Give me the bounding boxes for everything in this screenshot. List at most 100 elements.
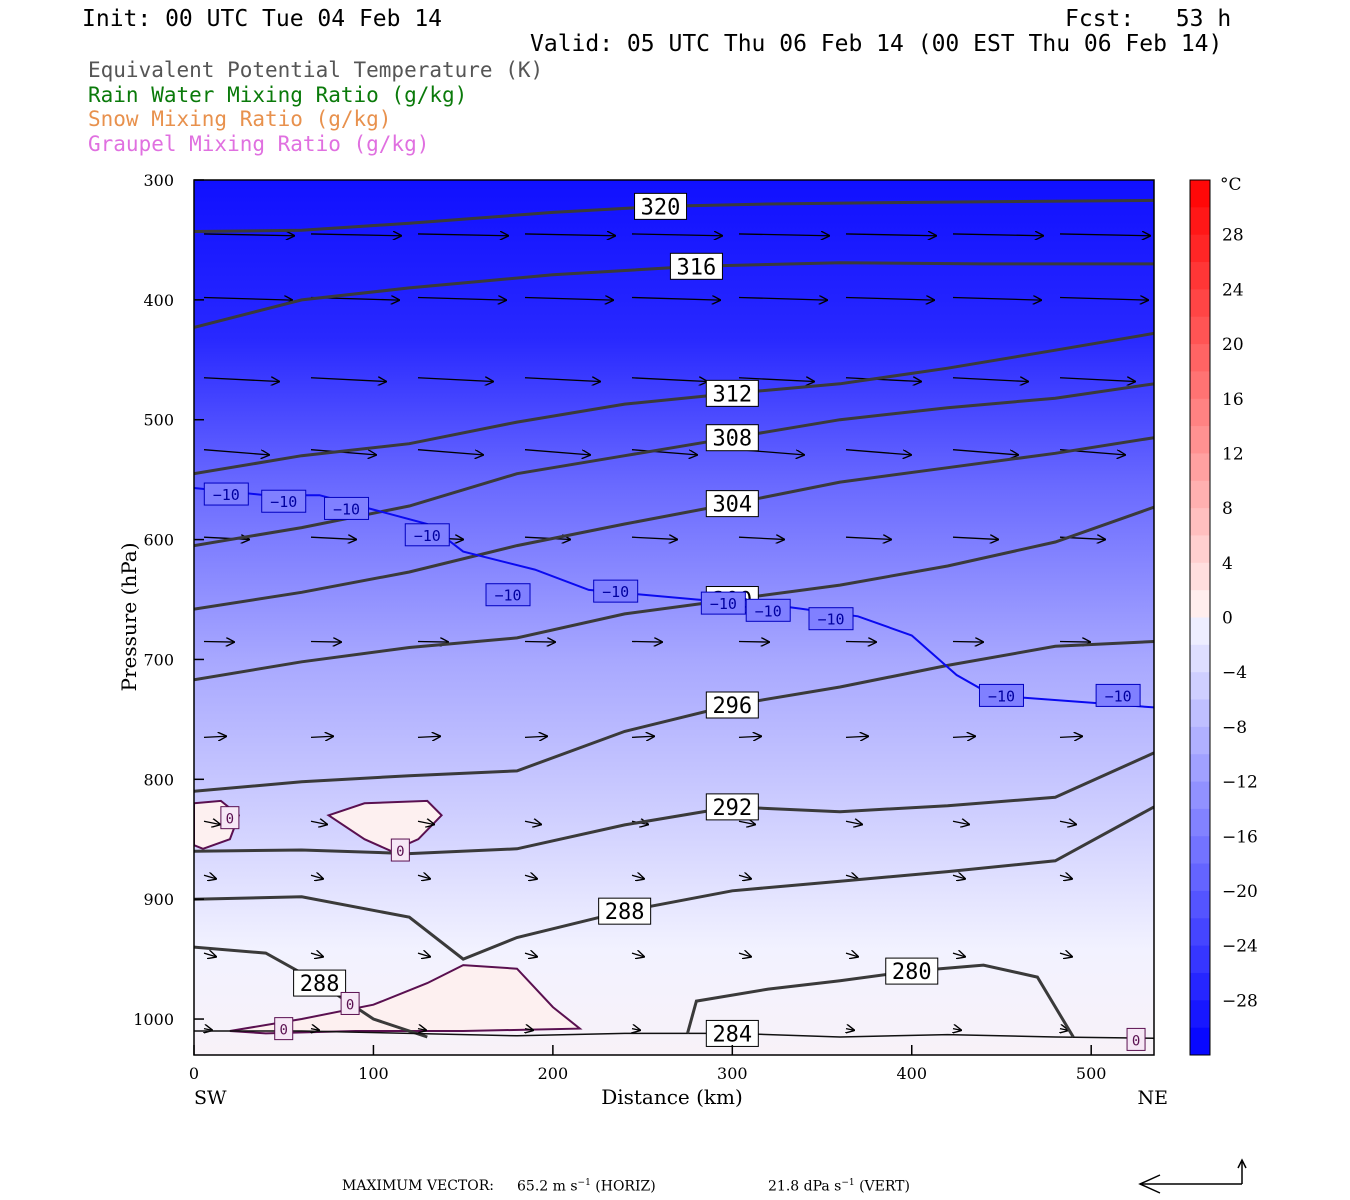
theta-e-label-box — [885, 957, 939, 985]
wind-vector — [417, 736, 440, 737]
wind-vector — [417, 449, 483, 455]
theta-e-contour — [194, 505, 1154, 682]
x-end-label-sw: SW — [194, 1087, 227, 1109]
wind-vector — [738, 234, 829, 236]
wind-vector — [525, 1029, 533, 1031]
zero-label-box — [390, 838, 410, 862]
colorbar-unit: °C — [1220, 175, 1242, 195]
isotherm-label-box — [978, 683, 1024, 707]
wind-vector — [417, 297, 506, 300]
colorbar-tick-label: −4 — [1222, 663, 1247, 683]
legend-snow: Snow Mixing Ratio (g/kg) — [88, 107, 392, 131]
theta-e-contour — [194, 436, 1154, 611]
wind-vector — [738, 821, 755, 824]
wind-vector — [846, 1029, 854, 1031]
colorbar-bin — [1190, 863, 1210, 892]
wind-vector — [310, 821, 327, 824]
colorbar-bin — [1190, 316, 1210, 345]
colorbar-bin — [1190, 617, 1210, 646]
wind-vector — [845, 234, 936, 236]
wind-vector — [1059, 736, 1082, 737]
colorbar-bin — [1190, 262, 1210, 290]
x-tick-label: 500 — [1076, 1064, 1107, 1083]
theta-e-label-box — [705, 379, 759, 407]
x-tick-label: 0 — [189, 1064, 199, 1083]
legend-theta-e: Equivalent Potential Temperature (K) — [88, 58, 544, 82]
theta-e-label-box — [705, 691, 759, 719]
wind-vector — [738, 641, 769, 642]
wind-vector — [203, 378, 279, 382]
theta-e-label-box — [705, 424, 759, 452]
y-tick-label: 700 — [143, 650, 174, 669]
isotherm-label: −10 — [710, 595, 737, 613]
wind-vector — [1059, 378, 1135, 382]
colorbar-tick-label: −20 — [1222, 882, 1258, 902]
wind-vector — [952, 234, 1043, 236]
colorbar-bin — [1190, 972, 1210, 1001]
isotherm-label: −10 — [602, 583, 629, 601]
legend-graupel: Graupel Mixing Ratio (g/kg) — [88, 132, 430, 156]
y-tick-label: 400 — [143, 291, 174, 310]
wind-vector — [845, 736, 868, 737]
x-axis-label: Distance (km) — [601, 1085, 743, 1109]
colorbar-bin — [1190, 781, 1210, 810]
wind-vector — [524, 875, 537, 879]
wind-vector — [631, 234, 722, 236]
colorbar-frame — [1189, 179, 1211, 1056]
wind-vector — [417, 821, 434, 824]
wind-vector — [631, 378, 707, 382]
wind-vector — [631, 875, 644, 879]
colorbar-tick-label: 4 — [1222, 554, 1233, 574]
wind-vector — [845, 641, 876, 642]
isotherm-label: −10 — [494, 587, 521, 605]
wind-vector — [952, 953, 965, 957]
colorbar-tick-label: −28 — [1222, 991, 1258, 1011]
wind-vector — [845, 297, 934, 300]
colorbar-bin — [1190, 1027, 1210, 1056]
colorbar-bin — [1190, 1000, 1210, 1029]
wind-vector — [524, 378, 600, 382]
colorbar-tick-label: −12 — [1222, 773, 1258, 793]
wind-vector — [631, 537, 677, 539]
wind-vector — [524, 234, 615, 236]
wind-vector — [952, 821, 969, 824]
theta-e-label-box — [705, 793, 759, 821]
zero-label: 0 — [280, 1023, 288, 1039]
colorbar-tick-label: 12 — [1222, 444, 1244, 464]
theta-e-contour — [686, 963, 1075, 1038]
y-tick-label: 600 — [143, 531, 174, 550]
temperature-fill — [194, 180, 1154, 1055]
isotherm-label: −10 — [755, 602, 782, 620]
wind-vector — [418, 1029, 426, 1031]
isotherm-label: −10 — [988, 687, 1015, 705]
colorbar-bin — [1190, 699, 1210, 728]
x-tick-label: 200 — [538, 1064, 569, 1083]
wind-vector — [952, 537, 998, 539]
wind-vector — [203, 234, 294, 236]
theta-e-label: 284 — [712, 1022, 752, 1047]
wind-vector — [203, 449, 269, 455]
wind-vector — [310, 953, 323, 957]
theta-e-label-box — [634, 192, 688, 220]
wind-vector — [310, 537, 356, 539]
wind-vector — [953, 1029, 961, 1031]
wind-vector — [417, 641, 448, 642]
wind-vector — [738, 297, 827, 300]
max-horiz-vector: 65.2 m s−1 (HORIZ) — [517, 1178, 656, 1195]
wind-vector — [631, 953, 644, 957]
isotherm-label-box — [745, 598, 791, 622]
temperature-field — [194, 180, 1154, 1055]
colorbar-bin — [1190, 398, 1210, 427]
theta-e-label: 308 — [712, 427, 752, 452]
wind-vector — [1060, 1029, 1068, 1031]
wind-vector — [952, 875, 965, 879]
wind-vector — [203, 736, 226, 737]
wind-vector — [417, 378, 493, 382]
isotherm-label: −10 — [817, 611, 844, 629]
wind-vector — [845, 378, 921, 382]
colorbar-bin — [1190, 289, 1210, 318]
colorbar-bin — [1190, 453, 1210, 482]
colorbar-bin — [1190, 945, 1210, 974]
isotherm-label-box — [593, 579, 639, 603]
wind-vector — [845, 537, 891, 539]
